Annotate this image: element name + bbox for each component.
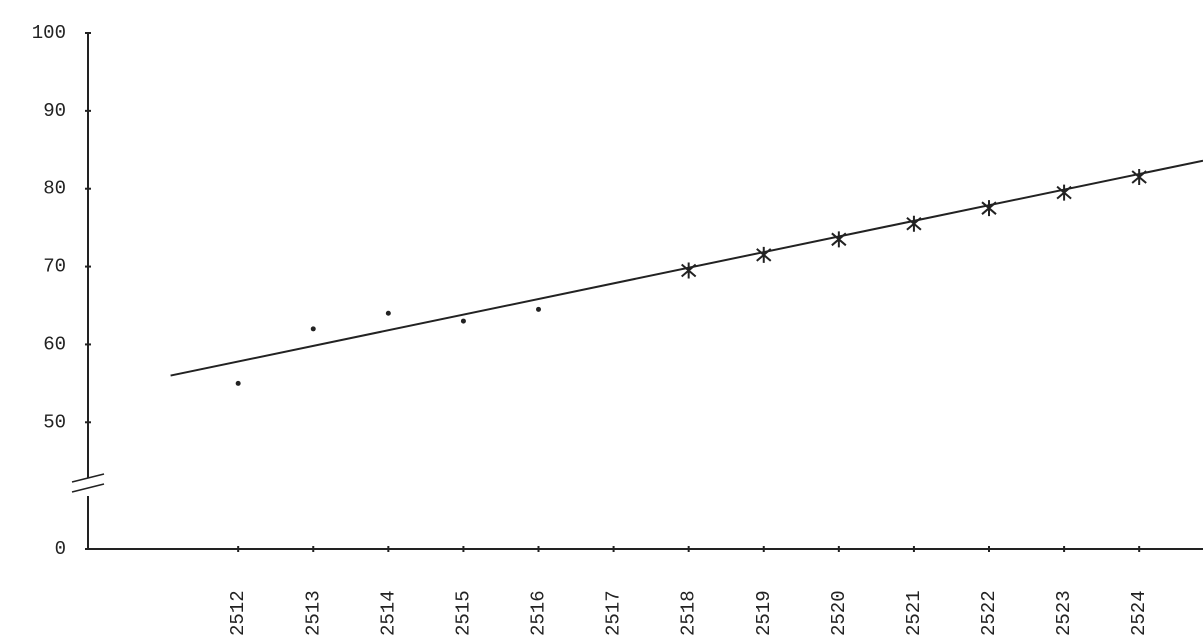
x-tick-label: 2513 (302, 590, 324, 636)
x-tick-label: 2514 (377, 590, 399, 636)
x-tick-label: 2524 (1128, 590, 1150, 636)
x-tick-label: 2523 (1053, 590, 1075, 636)
y-tick-label: 50 (43, 411, 66, 433)
x-tick-label: 2519 (753, 590, 775, 636)
data-point (460, 318, 466, 324)
data-point (385, 310, 391, 316)
x-tick-label: 2515 (452, 590, 474, 636)
x-tick-label: 2522 (978, 590, 1000, 636)
trend-line (170, 159, 1203, 377)
star-point (1056, 184, 1072, 201)
data-point (235, 380, 241, 386)
x-tick-label: 2518 (678, 590, 700, 636)
star-point (831, 231, 847, 248)
star-point (906, 215, 922, 232)
axis-break (71, 483, 105, 493)
y-tick-label: 0 (55, 538, 66, 560)
x-tick-label: 2516 (528, 590, 550, 636)
star-point (981, 200, 997, 217)
y-tick-label: 100 (32, 22, 66, 44)
y-tick-label: 70 (43, 256, 66, 278)
x-tick-label: 2521 (903, 590, 925, 636)
y-tick-label: 60 (43, 333, 66, 355)
axis-break (71, 473, 105, 483)
x-tick-label: 2512 (227, 590, 249, 636)
data-point (536, 306, 542, 312)
x-tick-label: 2520 (828, 590, 850, 636)
star-point (1131, 169, 1147, 186)
data-point (310, 326, 316, 332)
star-point (756, 246, 772, 263)
y-tick-label: 80 (43, 178, 66, 200)
x-tick-label: 2517 (603, 590, 625, 636)
star-point (681, 262, 697, 279)
y-tick-label: 90 (43, 100, 66, 122)
